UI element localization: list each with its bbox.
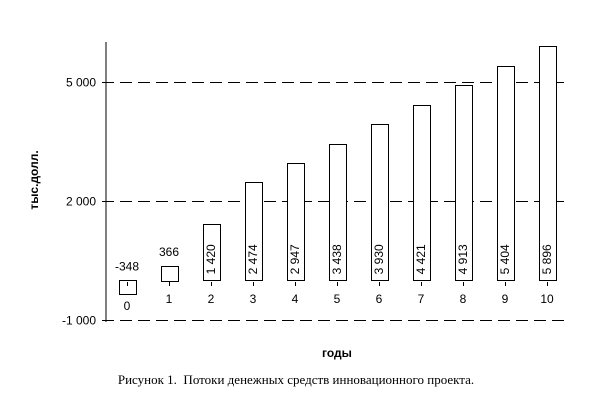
- x-tick-label: 2: [208, 292, 215, 306]
- data-label: 3 438: [330, 244, 344, 274]
- y-tick-label: 5 000: [66, 76, 96, 90]
- x-tick-label: 9: [502, 292, 509, 306]
- x-axis-title: годы: [322, 346, 352, 360]
- data-label: -348: [115, 259, 139, 273]
- data-label: 2 474: [246, 244, 260, 274]
- data-label: 3 930: [372, 244, 386, 274]
- y-tick-label: -1 000: [62, 314, 96, 328]
- bar: [203, 224, 221, 281]
- bar: [497, 66, 515, 281]
- bar: [119, 280, 137, 295]
- bar: [287, 163, 305, 281]
- data-label: 4 913: [456, 244, 470, 274]
- x-tick-label: 7: [418, 292, 425, 306]
- figure-caption: Рисунок 1. Потоки денежных средств иннов…: [117, 372, 475, 387]
- bar: [161, 266, 179, 282]
- x-tick-label: 1: [166, 292, 173, 306]
- x-tick-label: 4: [292, 292, 299, 306]
- bar: [329, 144, 347, 281]
- data-label: 4 421: [414, 244, 428, 274]
- data-label: 5 404: [498, 244, 512, 274]
- x-tick-label: 8: [460, 292, 467, 306]
- data-label: 2 947: [288, 244, 302, 274]
- data-label: 5 896: [540, 244, 554, 274]
- bar: [371, 124, 389, 281]
- bar: [455, 85, 473, 281]
- x-tick-label: 10: [540, 292, 554, 306]
- x-tick-label: 6: [376, 292, 383, 306]
- y-axis-title: тыс.долл.: [27, 150, 41, 209]
- x-tick-label: 3: [250, 292, 257, 306]
- bar: [245, 182, 263, 281]
- x-tick-label: 5: [334, 292, 341, 306]
- bar: [413, 105, 431, 281]
- data-label: 366: [159, 245, 179, 259]
- y-tick-label: 2 000: [66, 195, 96, 209]
- bar: [539, 46, 557, 281]
- x-tick-label: 0: [124, 299, 131, 313]
- data-label: 1 420: [204, 244, 218, 274]
